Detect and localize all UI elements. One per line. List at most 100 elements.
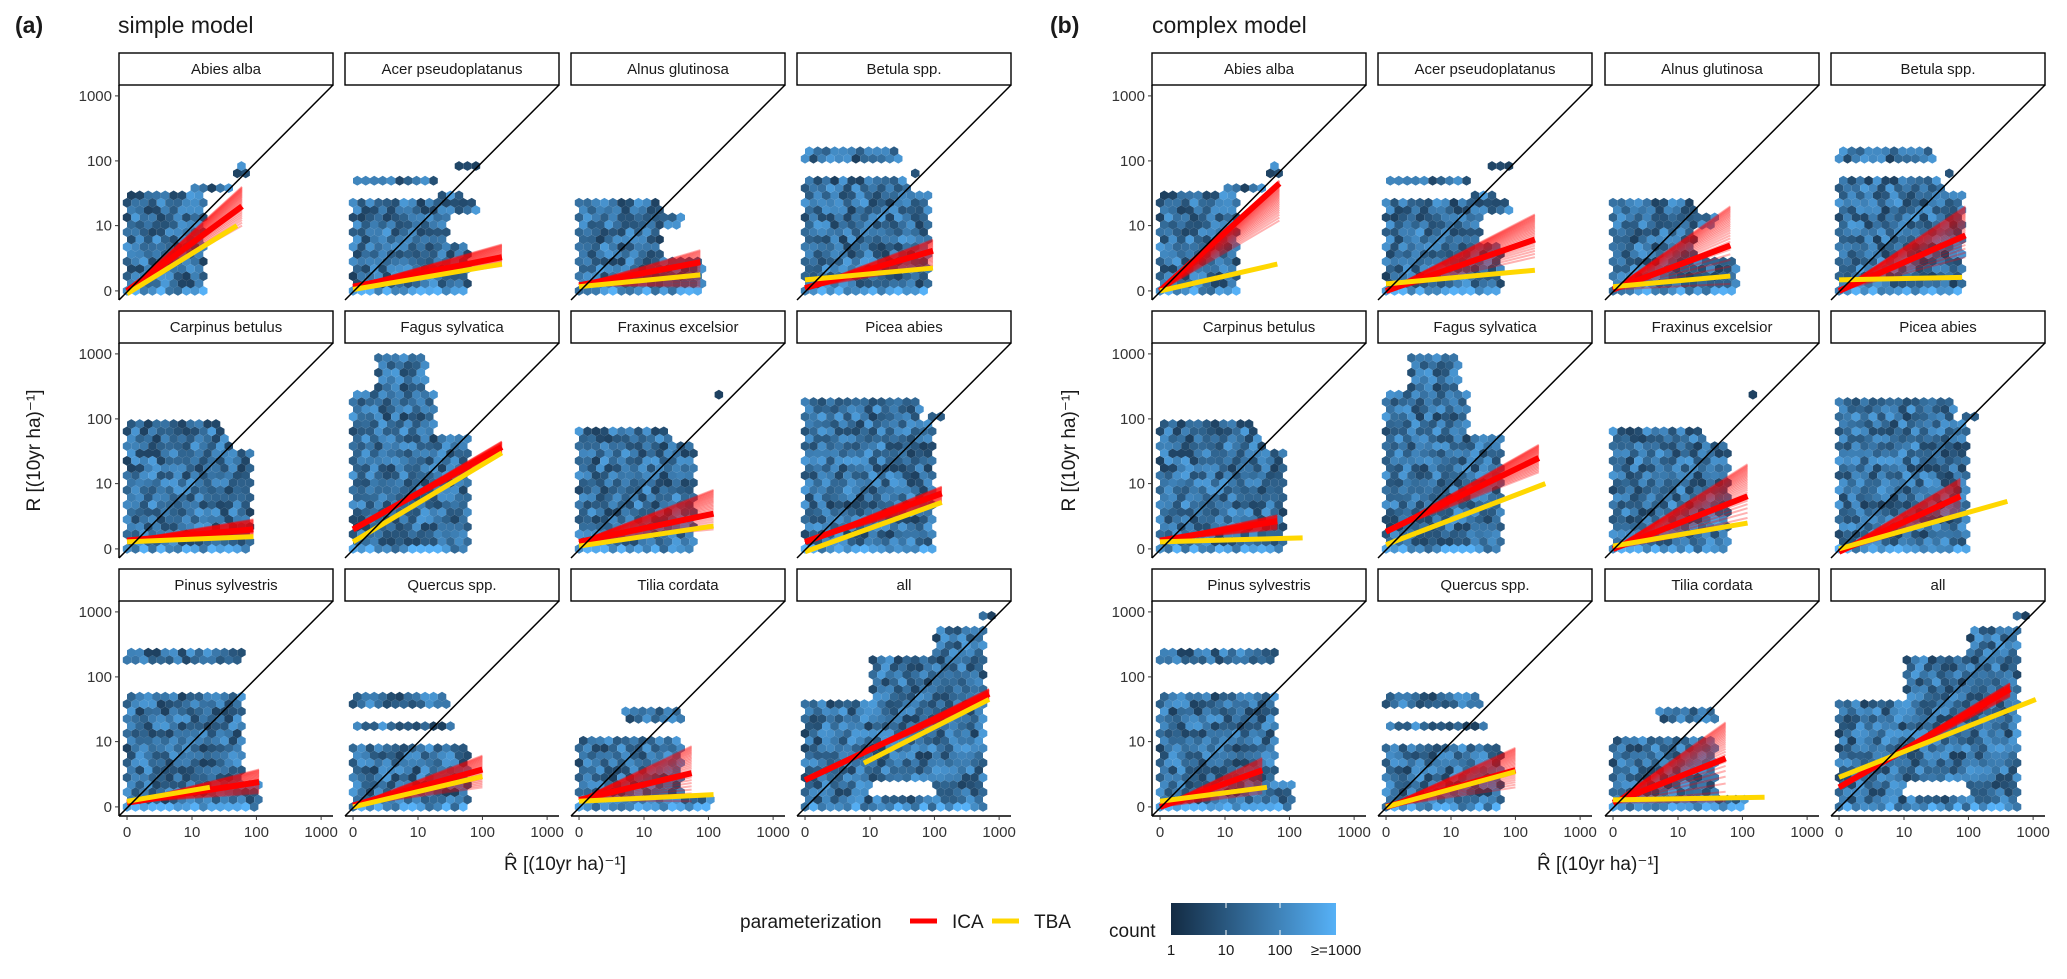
hexbin-cell (1155, 455, 1165, 466)
hexbin-cell (1394, 404, 1403, 415)
hexbin-cell (813, 706, 822, 717)
hexbin-cell (1902, 241, 1912, 252)
hexbin-cell (1215, 197, 1224, 208)
hexbin-cell (579, 463, 588, 473)
hexbin-cell (357, 426, 366, 437)
hexbin-cell (370, 433, 379, 444)
hexbin-cell (211, 492, 221, 503)
hexbin-cell (583, 485, 592, 495)
hexbin-cell (386, 404, 396, 415)
hexbin-cell (1445, 419, 1454, 429)
hexbin-cell (970, 772, 979, 783)
hexbin-cell (902, 544, 911, 554)
hexbin-cell (1625, 197, 1635, 208)
hexbin-cell (1164, 212, 1173, 223)
hexbin-cell (1445, 404, 1454, 415)
hexbin-cell (1189, 499, 1199, 510)
hexbin-cell (1885, 212, 1895, 223)
hexbin-cell (1710, 286, 1719, 296)
hexbin-cell (1249, 485, 1258, 495)
hexbin-cell (655, 735, 664, 746)
hexbin-cell (169, 507, 178, 518)
hexbin-cell (872, 721, 882, 731)
hexbin-cell (1462, 536, 1471, 547)
hexbin-cell (148, 499, 157, 510)
hexbin-cell (1953, 212, 1962, 223)
hexbin-cell (1915, 190, 1924, 201)
hexbin-cell (1458, 411, 1467, 422)
hexbin-cell (365, 426, 375, 437)
hexbin-cell (638, 492, 647, 503)
hexbin-cell (646, 765, 656, 776)
hexbin-cell (911, 669, 920, 680)
hexbin-cell (1466, 227, 1475, 237)
hexbin-cell (847, 765, 856, 776)
hexbin-cell (881, 662, 890, 673)
hexbin-cell (1411, 264, 1420, 274)
hexbin-cell (446, 721, 455, 731)
hexbin-cell (1919, 256, 1928, 267)
hexbin-cell (1407, 367, 1416, 378)
hexbin-cell (1185, 190, 1194, 201)
hexbin-cell (152, 419, 161, 429)
hexbin-cell (663, 735, 673, 746)
hexbin-cell (1872, 219, 1882, 230)
hexbin-cell (953, 757, 962, 768)
hexbin-cell (927, 802, 937, 812)
hexbin-cell (1651, 197, 1660, 208)
hexbin-cell (877, 728, 886, 739)
hexbin-cell (1634, 286, 1643, 296)
hexbin-cell (399, 382, 409, 393)
hexbin-cell (940, 735, 950, 746)
ica-posterior-line (1159, 219, 1280, 292)
hexbin-cell (1219, 448, 1228, 459)
hexbin-cell (1634, 241, 1643, 252)
hexbin-cell (596, 492, 605, 503)
hexbin-cell (190, 728, 200, 739)
hexbin-cell (625, 227, 635, 237)
hexbin-cell (1676, 227, 1686, 237)
hexbin-cell (1189, 227, 1199, 237)
hexbin-cell (881, 278, 890, 289)
hexbin-cell (365, 470, 375, 481)
hexbin-cell (1381, 241, 1391, 252)
hexbin-cell (1945, 286, 1954, 296)
hexbin-cell (228, 492, 238, 503)
hexbin-cell (1487, 448, 1497, 459)
hexbin-cell (165, 514, 174, 525)
x-axis-title: R̂ [(10yr ha)⁻¹] (504, 853, 626, 875)
hexbin-cell (813, 721, 822, 731)
hexbin-cell (651, 227, 660, 237)
hexbin-cell (1453, 536, 1463, 547)
hexbin-cell (911, 212, 920, 223)
hexbin-cell (1240, 544, 1249, 554)
hexbin-cell (1202, 219, 1211, 230)
hexbin-cell (237, 448, 246, 459)
hexbin-cell (843, 197, 852, 208)
hexbin-cell (1386, 448, 1395, 459)
hexbin-cell (1415, 197, 1425, 208)
hexbin-cell (152, 249, 161, 260)
hexbin-cell (1160, 205, 1169, 215)
hexbin-cell (1672, 205, 1681, 215)
y-tick-label: 1000 (79, 88, 112, 105)
hexbin-cell (634, 241, 643, 252)
hexbin-cell (634, 441, 643, 451)
hexbin-cell (442, 286, 451, 296)
hexbin-cell (906, 278, 916, 289)
tba-line (1159, 535, 1303, 545)
hexbin-cell (655, 507, 664, 518)
hexbin-cell (122, 256, 132, 267)
hexbin-cell (898, 404, 907, 415)
facet-strip-label: Alnus glutinosa (627, 61, 729, 78)
hexbin-cell (838, 721, 848, 731)
hexbin-cell (809, 441, 818, 451)
hexbin-cell (680, 278, 690, 289)
hexbin-cell (834, 728, 844, 739)
hexbin-cell (399, 256, 409, 267)
hexbin-cell (425, 411, 434, 422)
hexbin-cell (604, 750, 613, 761)
hexbin-cell (953, 772, 962, 783)
hexbin-cell (131, 470, 140, 481)
hexbin-cell (579, 477, 588, 488)
